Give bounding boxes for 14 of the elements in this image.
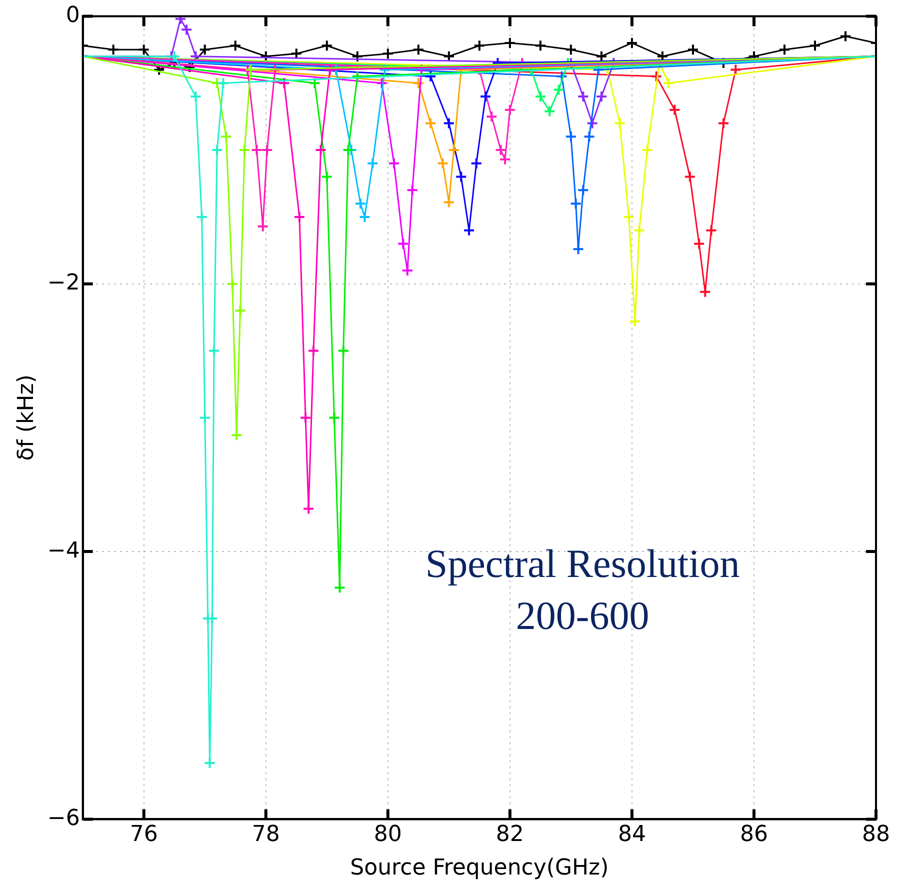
- y-tick-label: −6: [47, 806, 80, 831]
- x-tick-label: 86: [740, 822, 768, 848]
- x-tick-label: 88: [862, 822, 890, 848]
- annotation: Spectral Resolution 200-600: [425, 540, 740, 638]
- x-tick-label: 76: [130, 822, 158, 848]
- x-axis-title: Source Frequency(GHz): [350, 856, 609, 881]
- x-tick-label: 84: [618, 822, 646, 848]
- x-tick-label: 78: [252, 822, 280, 848]
- y-tick-label: −4: [47, 538, 80, 564]
- x-tick-label: 80: [374, 822, 402, 848]
- y-tick-label: 0: [66, 2, 80, 28]
- x-tick-label: 82: [496, 822, 524, 848]
- y-axis-title: δf (kHz): [14, 374, 39, 461]
- y-tick-label: −2: [47, 270, 80, 296]
